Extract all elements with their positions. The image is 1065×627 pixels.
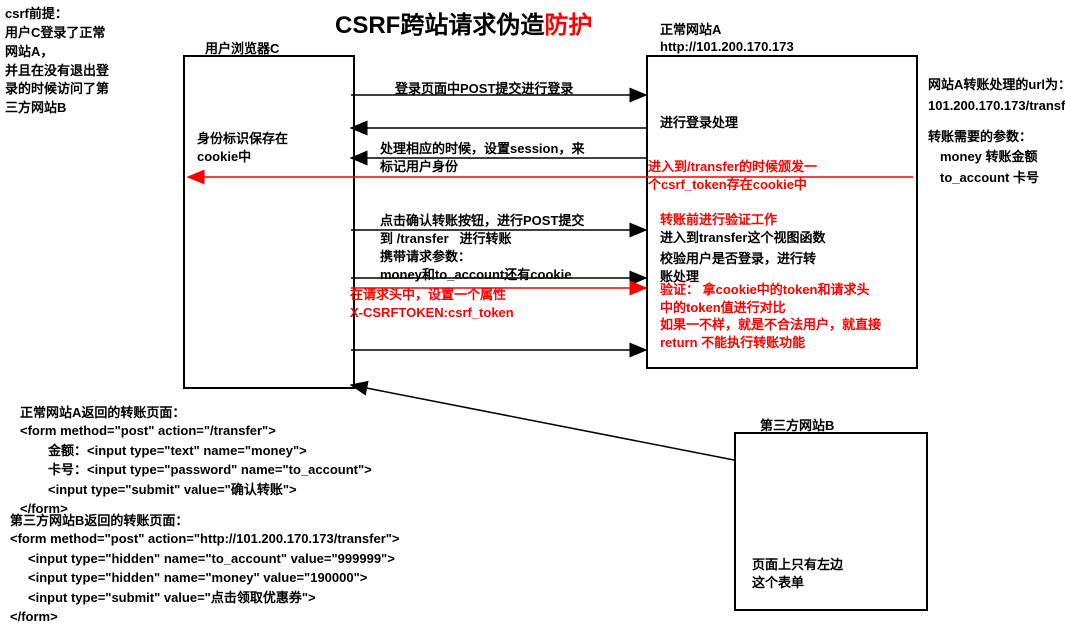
form-a-c1: 金额：<input type="text" name="money"> bbox=[20, 441, 372, 461]
arrow1-label: 登录页面中POST提交进行登录 bbox=[395, 78, 573, 97]
page-title: CSRF跨站请求伪造防护 bbox=[335, 5, 592, 40]
site-a-header: 正常网站A http://101.200.170.173 bbox=[660, 22, 794, 56]
form-b-c4: </form> bbox=[10, 607, 400, 627]
arrow5-side: 校验用户是否登录，进行转 账处理 bbox=[660, 250, 816, 285]
form-b-header: 第三方网站B返回的转账页面： bbox=[10, 510, 400, 529]
premise-l4: 录的时候访问了第 bbox=[5, 80, 109, 99]
arrow4-label: 点击确认转账按钮，进行POST提交到 /transfer 进行转账 bbox=[380, 212, 584, 247]
site-b-inner: 页面上只有左边 这个表单 bbox=[752, 556, 843, 592]
form-a-c3: <input type="submit" value="确认转账"> bbox=[20, 480, 372, 500]
arrow3r-l2: 个csrf_token存在cookie中 bbox=[648, 177, 807, 192]
right-info-l1: 网站A转账处理的url为： bbox=[928, 75, 1065, 96]
right-info-l3: 转账需要的参数： bbox=[928, 127, 1065, 148]
premise-block: csrf前提： 用户C登录了正常 网站A， 并且在没有退出登 录的时候访问了第 … bbox=[5, 5, 109, 118]
site-a-label: 正常网站A bbox=[660, 22, 794, 39]
arrow5r-l1: 在请求头中，设置一个属性 bbox=[350, 287, 506, 302]
premise-l1: 用户C登录了正常 bbox=[5, 24, 109, 43]
form-b-c2: <input type="hidden" name="money" value=… bbox=[10, 568, 400, 588]
right-info-l2: 101.200.170.173/transfer bbox=[928, 96, 1065, 117]
arrow2-label: 进行登录处理 bbox=[660, 112, 738, 131]
form-b-c0: <form method="post" action="http://101.2… bbox=[10, 529, 400, 549]
verify-l4: return 不能执行转账功能 bbox=[660, 335, 805, 350]
arrow3-label: 处理相应的时候，设置session，来标记用户身份 bbox=[380, 140, 584, 175]
browser-c-box bbox=[183, 55, 355, 389]
form-a-c0: <form method="post" action="/transfer"> bbox=[20, 421, 372, 441]
form-a-block: 正常网站A返回的转账页面： <form method="post" action… bbox=[20, 402, 372, 519]
right-info-l4: money 转账金额 bbox=[928, 147, 1065, 168]
premise-l2: 网站A， bbox=[5, 43, 109, 62]
form-b-c1: <input type="hidden" name="to_account" v… bbox=[10, 549, 400, 569]
form-a-header: 正常网站A返回的转账页面： bbox=[20, 402, 372, 421]
site-b-inner-l1: 页面上只有左边 bbox=[752, 556, 843, 574]
premise-heading: csrf前提： bbox=[5, 5, 109, 24]
arrow3r-label: 进入到/transfer的时候颁发一 个csrf_token存在cookie中 bbox=[648, 158, 817, 193]
title-prefix: CSRF跨站请求伪造 bbox=[335, 12, 544, 39]
verify-block: 验证： 拿cookie中的token和请求头 中的token值进行对比 如果一不… bbox=[660, 281, 881, 351]
form-b-c3: <input type="submit" value="点击领取优惠券"> bbox=[10, 588, 400, 608]
verify-l2: 中的token值进行对比 bbox=[660, 300, 786, 315]
premise-l3: 并且在没有退出登 bbox=[5, 62, 109, 81]
verify-l3: 如果一不样，就是不合法用户，就直接 bbox=[660, 317, 881, 332]
form-b-code: <form method="post" action="http://101.2… bbox=[10, 529, 400, 627]
site-b-inner-l2: 这个表单 bbox=[752, 574, 843, 592]
browser-c-inner-l2: cookie中 bbox=[197, 148, 288, 166]
form-a-c2: 卡号：<input type="password" name="to_accou… bbox=[20, 460, 372, 480]
browser-c-inner-l1: 身份标识保存在 bbox=[197, 130, 288, 148]
arrow5r-l2: X-CSRFTOKEN:csrf_token bbox=[350, 305, 514, 320]
arrow4-side: 转账前进行验证工作 进入到transfer这个视图函数 bbox=[660, 211, 825, 246]
arrow5-label: 携带请求参数：money和to_account还有cookie bbox=[380, 248, 571, 283]
verify-l1: 验证： 拿cookie中的token和请求头 bbox=[660, 282, 869, 297]
arrow3r-l1: 进入到/transfer的时候颁发一 bbox=[648, 159, 817, 174]
right-info-l5: to_account 卡号 bbox=[928, 168, 1065, 189]
form-a-code: <form method="post" action="/transfer"> … bbox=[20, 421, 372, 519]
arrow5-side-l1: 校验用户是否登录，进行转 bbox=[660, 251, 816, 266]
browser-c-inner: 身份标识保存在 cookie中 bbox=[197, 130, 288, 166]
right-info: 网站A转账处理的url为： 101.200.170.173/transfer 转… bbox=[928, 75, 1065, 189]
arrow4-side-l1: 转账前进行验证工作 bbox=[660, 212, 777, 227]
title-suffix: 防护 bbox=[544, 12, 592, 39]
arrow5r-label: 在请求头中，设置一个属性 X-CSRFTOKEN:csrf_token bbox=[350, 286, 514, 321]
premise-l5: 三方网站B bbox=[5, 99, 109, 118]
site-a-url: http://101.200.170.173 bbox=[660, 39, 794, 56]
form-b-block: 第三方网站B返回的转账页面： <form method="post" actio… bbox=[10, 510, 400, 627]
